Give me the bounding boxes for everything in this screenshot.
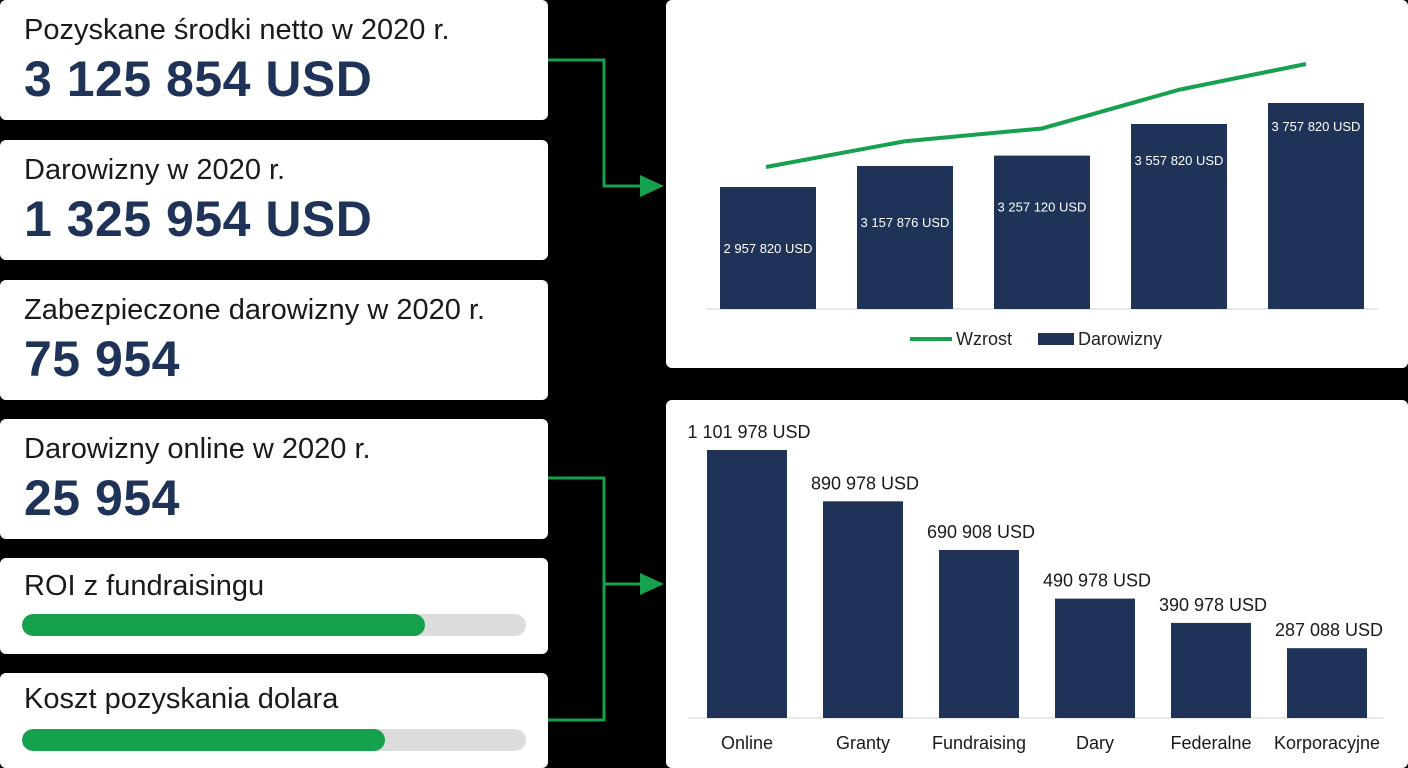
- kpi-label: Darowizny online w 2020 r.: [24, 433, 371, 465]
- legend-label-darowizny: Darowizny: [1078, 329, 1162, 349]
- bar-online: [707, 450, 787, 718]
- progress-track: [22, 614, 526, 636]
- kpi-value: 75 954: [24, 331, 180, 387]
- chart-panel-sources: 1 101 978 USD Online 890 978 USD Granty 690 …: [666, 400, 1408, 768]
- bar-darowizny: [720, 187, 816, 309]
- bar-darowizny: [857, 165, 953, 309]
- bar-data-label: 490 978 USD: [1043, 571, 1151, 591]
- bar-data-label: 3 157 876 USD: [861, 215, 950, 230]
- x-tick-label: Dary: [1076, 733, 1114, 753]
- bar-granty: [823, 501, 903, 718]
- x-tick-label: Federalne: [1170, 733, 1251, 753]
- kpi-value: 25 954: [24, 470, 180, 526]
- bar-darowizny: [1131, 124, 1227, 309]
- line-wzrost: [765, 62, 1307, 169]
- arrow-right-icon: [640, 175, 664, 197]
- progress-card-cost-per-dollar: Koszt pozyskania dolara: [0, 673, 548, 768]
- kpi-label: Pozyskane środki netto w 2020 r.: [24, 14, 450, 46]
- bar-data-label: 287 088 USD: [1275, 620, 1383, 640]
- kpi-card-donations: Darowizny w 2020 r. 1 325 954 USD: [0, 140, 548, 260]
- kpi-label: Darowizny w 2020 r.: [24, 154, 286, 186]
- bar-data-label: 3 257 120 USD: [998, 200, 1087, 215]
- connector-bottom: [548, 476, 642, 586]
- bar-data-label: 1 101 978 USD: [687, 422, 810, 442]
- progress-label: ROI z fundraisingu: [24, 570, 265, 602]
- connector-bottom-ext: [548, 478, 606, 722]
- bar-federalne: [1171, 622, 1251, 718]
- legend-bar-swatch: [1038, 333, 1074, 345]
- bar-darowizny: [994, 155, 1090, 309]
- bar-data-label: 3 557 820 USD: [1135, 153, 1224, 168]
- kpi-label: Zabezpieczone darowizny w 2020 r.: [24, 294, 486, 326]
- bar-data-label: 390 978 USD: [1159, 595, 1267, 615]
- x-tick-label: Korporacyjne: [1274, 733, 1380, 753]
- bar-data-label: 890 978 USD: [811, 473, 919, 493]
- bar-fundraising: [939, 549, 1019, 718]
- progress-track: [22, 729, 526, 751]
- bar-data-label: 690 908 USD: [927, 522, 1035, 542]
- progress-label: Koszt pozyskania dolara: [24, 683, 339, 715]
- progress-card-roi: ROI z fundraisingu: [0, 558, 548, 654]
- progress-fill: [22, 614, 426, 636]
- kpi-value: 1 325 954 USD: [24, 191, 373, 247]
- chart-donations-growth: 2 957 820 USD 3 157 876 USD 3 257 120 USD 3…: [706, 62, 1378, 349]
- x-tick-label: Granty: [836, 733, 890, 753]
- bar-data-label: 2 957 820 USD: [724, 241, 813, 256]
- kpi-card-online-donations: Darowizny online w 2020 r. 25 954: [0, 419, 548, 539]
- arrow-right-icon: [640, 573, 664, 595]
- kpi-value: 3 125 854 USD: [24, 51, 373, 107]
- chart-panel-donations-growth: 2 957 820 USD 3 157 876 USD 3 257 120 USD 3…: [666, 0, 1408, 368]
- bar-data-label: 3 757 820 USD: [1272, 119, 1361, 134]
- progress-fill: [22, 729, 385, 751]
- bar-darowizny: [1268, 103, 1364, 309]
- chart-donation-sources: 1 101 978 USD Online 890 978 USD Granty 690 …: [687, 422, 1384, 753]
- x-tick-label: Online: [721, 733, 773, 753]
- legend-label-wzrost: Wzrost: [956, 329, 1012, 349]
- kpi-card-net-funds: Pozyskane środki netto w 2020 r. 3 125 8…: [0, 0, 548, 120]
- kpi-card-secured-donations: Zabezpieczone darowizny w 2020 r. 75 954: [0, 280, 548, 400]
- bar-dary: [1055, 598, 1135, 718]
- x-tick-label: Fundraising: [932, 733, 1026, 753]
- bar-korporacyjne: [1287, 648, 1367, 718]
- connector-top: [548, 58, 642, 188]
